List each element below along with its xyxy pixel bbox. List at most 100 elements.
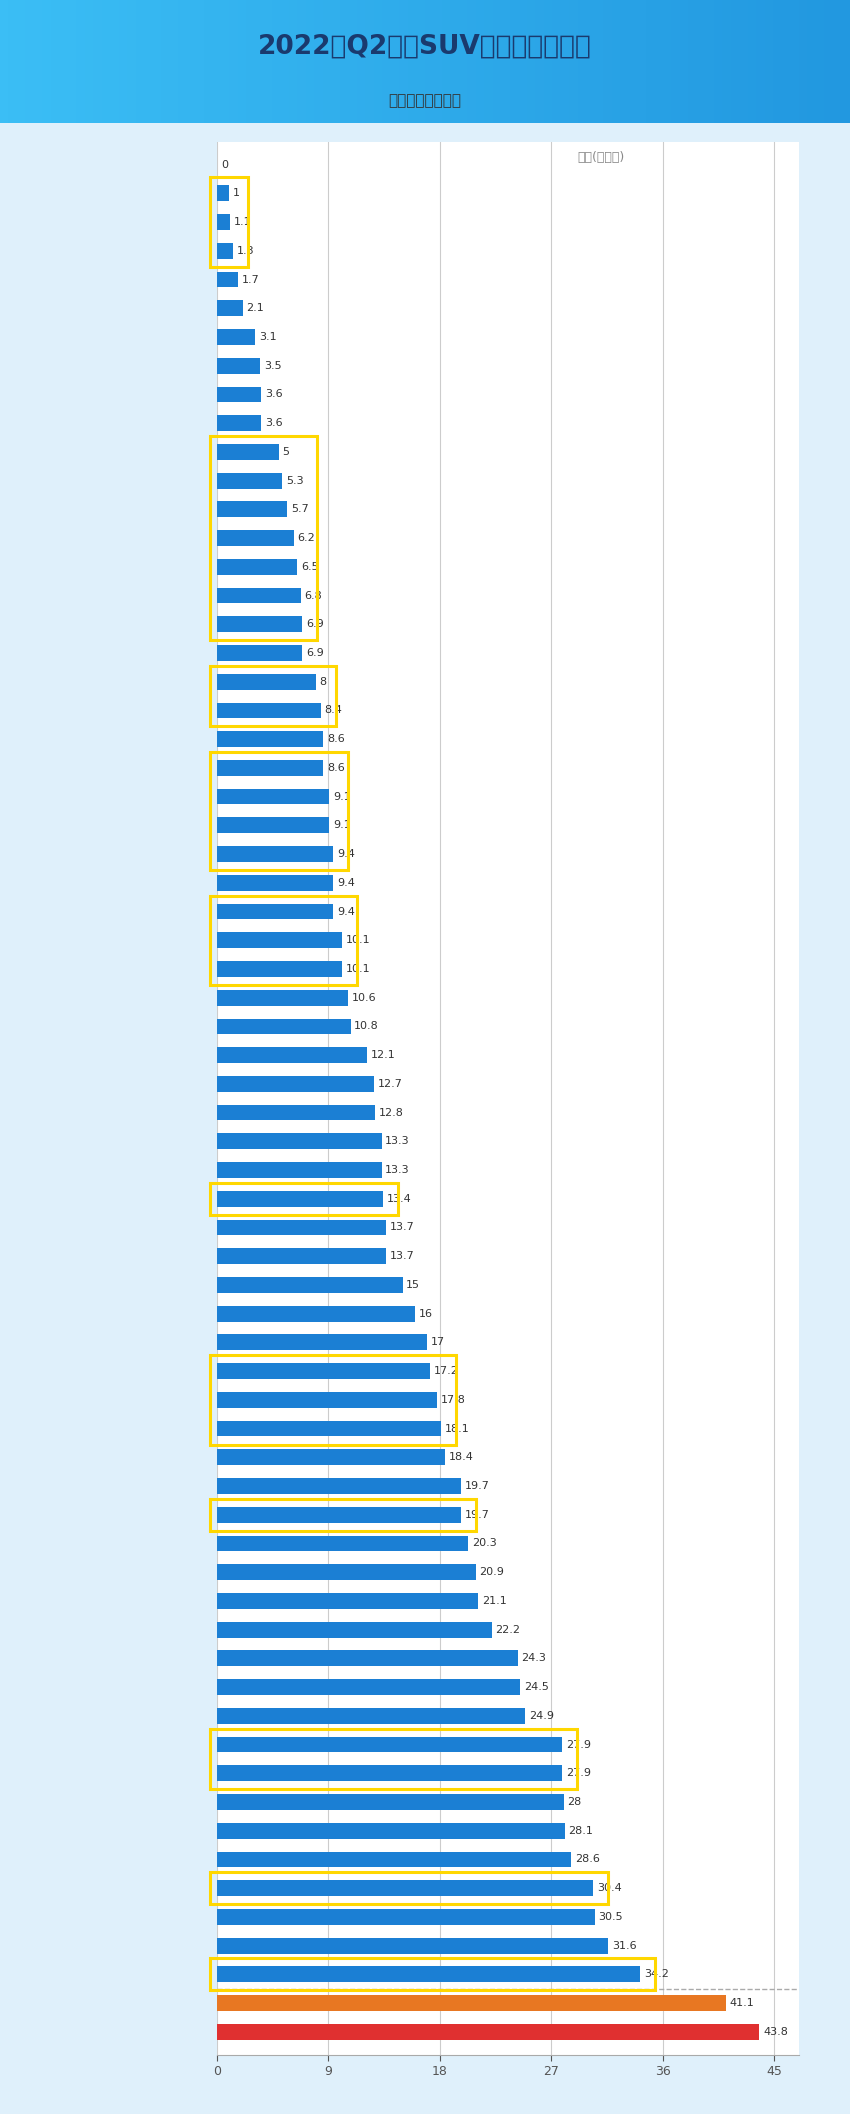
Text: 3.1: 3.1: [259, 332, 276, 342]
Text: 5.3: 5.3: [286, 476, 303, 486]
Text: 19.7: 19.7: [464, 1509, 490, 1520]
Bar: [217, 2023, 759, 2040]
Text: 6.9: 6.9: [306, 619, 324, 630]
Text: 17.8: 17.8: [441, 1395, 466, 1406]
Text: 16: 16: [419, 1309, 433, 1319]
Bar: [217, 1046, 366, 1063]
Bar: [217, 1564, 476, 1579]
Bar: [217, 1478, 461, 1495]
Bar: [217, 1535, 468, 1552]
Text: 9.4: 9.4: [337, 850, 354, 858]
Text: 41.1: 41.1: [729, 1998, 755, 2008]
Text: 5: 5: [282, 446, 289, 457]
Text: 19.7: 19.7: [464, 1482, 490, 1490]
Bar: [217, 1249, 387, 1264]
Text: 27.9: 27.9: [566, 1740, 591, 1750]
Bar: [217, 1966, 640, 1983]
Text: 31.6: 31.6: [612, 1941, 637, 1951]
Text: 6.9: 6.9: [306, 649, 324, 657]
Text: 28.6: 28.6: [575, 1854, 599, 1865]
Bar: [217, 1019, 350, 1034]
Bar: [217, 558, 298, 575]
Bar: [217, 875, 333, 890]
Bar: [217, 243, 233, 258]
Text: 9.4: 9.4: [337, 877, 354, 888]
Text: 1.3: 1.3: [236, 245, 254, 256]
Text: 6.8: 6.8: [304, 590, 322, 600]
Text: 24.9: 24.9: [529, 1710, 554, 1721]
Bar: [217, 1133, 382, 1150]
Bar: [217, 357, 260, 374]
Bar: [217, 1621, 492, 1638]
Text: 0: 0: [221, 161, 228, 169]
Bar: [217, 501, 287, 518]
Bar: [217, 414, 261, 431]
Bar: [217, 818, 330, 833]
Bar: [217, 1679, 520, 1695]
Text: 3.6: 3.6: [265, 419, 283, 429]
Text: 18.4: 18.4: [449, 1452, 473, 1463]
Bar: [217, 645, 303, 662]
Text: 24.5: 24.5: [524, 1683, 549, 1691]
Bar: [217, 588, 301, 602]
Text: 13.3: 13.3: [385, 1137, 410, 1146]
Text: 单位(万分之): 单位(万分之): [578, 152, 625, 165]
Bar: [217, 1364, 430, 1378]
Bar: [217, 1852, 571, 1867]
Bar: [217, 1277, 403, 1294]
Text: 28: 28: [567, 1797, 581, 1807]
Bar: [217, 1996, 726, 2010]
Text: 8.6: 8.6: [327, 763, 345, 774]
Text: 6.5: 6.5: [301, 562, 319, 571]
Text: 9.1: 9.1: [333, 820, 351, 831]
Bar: [217, 1822, 565, 1839]
Text: 21.1: 21.1: [482, 1596, 507, 1607]
Text: 8.4: 8.4: [325, 706, 343, 715]
Bar: [217, 1708, 525, 1723]
Text: 30.4: 30.4: [597, 1884, 622, 1894]
Bar: [217, 674, 316, 689]
Bar: [217, 989, 348, 1006]
Bar: [217, 731, 323, 746]
Bar: [217, 387, 261, 402]
Text: 1: 1: [233, 188, 240, 199]
Bar: [217, 300, 243, 317]
Text: 10.8: 10.8: [354, 1021, 379, 1032]
Bar: [217, 1738, 563, 1753]
Text: 1.1: 1.1: [234, 218, 252, 226]
Text: 9.1: 9.1: [333, 791, 351, 801]
Text: 17.2: 17.2: [434, 1366, 458, 1376]
Text: 5.7: 5.7: [291, 505, 309, 514]
Text: 15: 15: [406, 1279, 420, 1290]
Bar: [217, 617, 303, 632]
Bar: [217, 1220, 387, 1235]
Bar: [217, 903, 333, 920]
Text: 12.1: 12.1: [371, 1051, 395, 1059]
Text: 8.6: 8.6: [327, 734, 345, 744]
Bar: [217, 1939, 609, 1953]
Text: 10.1: 10.1: [346, 934, 371, 945]
Text: 17: 17: [431, 1338, 445, 1347]
Bar: [217, 1594, 479, 1609]
Text: 13.4: 13.4: [387, 1194, 411, 1203]
Text: 10.6: 10.6: [352, 994, 377, 1002]
Text: 13.7: 13.7: [390, 1222, 415, 1232]
Bar: [217, 214, 230, 230]
Bar: [217, 759, 323, 776]
Text: 24.3: 24.3: [522, 1653, 547, 1664]
Bar: [217, 1334, 428, 1351]
Text: 数据来源：车质网: 数据来源：车质网: [388, 93, 462, 108]
Bar: [217, 1306, 415, 1321]
Text: 30.5: 30.5: [598, 1911, 623, 1922]
Text: 20.3: 20.3: [472, 1539, 496, 1547]
Text: 28.1: 28.1: [569, 1826, 593, 1835]
Bar: [217, 1450, 445, 1465]
Bar: [217, 962, 342, 977]
Bar: [217, 789, 330, 805]
Bar: [217, 702, 320, 719]
Text: 10.1: 10.1: [346, 964, 371, 975]
Text: 27.9: 27.9: [566, 1767, 591, 1778]
Text: 2022年Q2热销SUV投诉销量比排名: 2022年Q2热销SUV投诉销量比排名: [258, 34, 592, 59]
Text: 22.2: 22.2: [496, 1626, 520, 1634]
Bar: [217, 932, 342, 947]
